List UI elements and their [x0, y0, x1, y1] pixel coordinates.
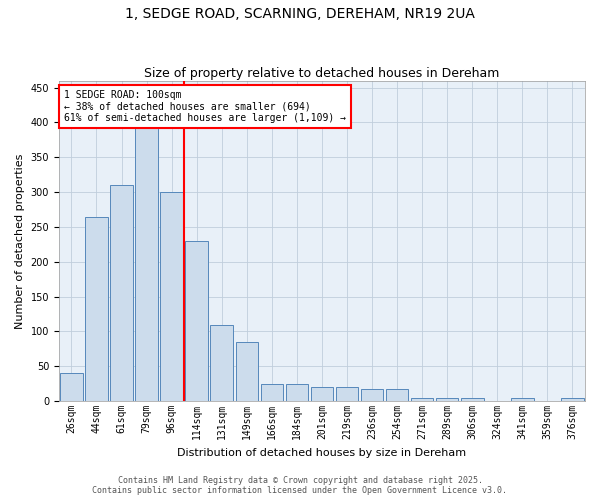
Bar	[561, 398, 584, 401]
Bar	[85, 216, 108, 401]
Bar	[110, 185, 133, 401]
Bar	[311, 387, 333, 401]
Bar	[411, 398, 433, 401]
Bar	[361, 388, 383, 401]
Bar	[336, 387, 358, 401]
Text: 1 SEDGE ROAD: 100sqm
← 38% of detached houses are smaller (694)
61% of semi-deta: 1 SEDGE ROAD: 100sqm ← 38% of detached h…	[64, 90, 346, 124]
Bar	[185, 241, 208, 401]
Title: Size of property relative to detached houses in Dereham: Size of property relative to detached ho…	[144, 66, 500, 80]
Bar	[286, 384, 308, 401]
Bar	[461, 398, 484, 401]
Bar	[60, 374, 83, 401]
Y-axis label: Number of detached properties: Number of detached properties	[15, 153, 25, 328]
Text: Contains HM Land Registry data © Crown copyright and database right 2025.
Contai: Contains HM Land Registry data © Crown c…	[92, 476, 508, 495]
Bar	[436, 398, 458, 401]
Bar	[136, 112, 158, 401]
Bar	[236, 342, 258, 401]
Bar	[211, 324, 233, 401]
Text: 1, SEDGE ROAD, SCARNING, DEREHAM, NR19 2UA: 1, SEDGE ROAD, SCARNING, DEREHAM, NR19 2…	[125, 8, 475, 22]
X-axis label: Distribution of detached houses by size in Dereham: Distribution of detached houses by size …	[178, 448, 467, 458]
Bar	[160, 192, 183, 401]
Bar	[511, 398, 533, 401]
Bar	[260, 384, 283, 401]
Bar	[386, 388, 409, 401]
